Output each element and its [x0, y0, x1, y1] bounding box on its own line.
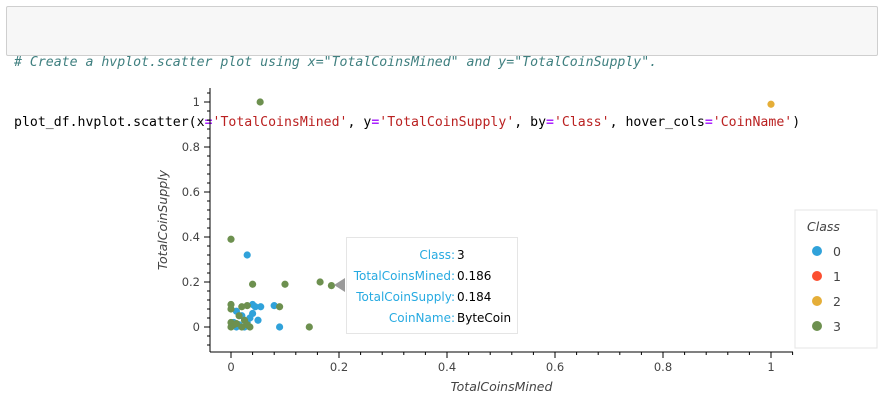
x-tick-label: 0.8 — [654, 360, 672, 374]
data-point-class-3[interactable] — [249, 280, 257, 288]
y-tick-label: 0.6 — [182, 185, 200, 199]
code-operator: = — [204, 115, 213, 130]
data-point-class-3[interactable] — [227, 235, 235, 243]
tooltip-key: CoinName: — [388, 311, 455, 325]
tooltip-value: 0.184 — [457, 290, 492, 304]
tooltip-row: CoinName: ByteCoin — [347, 308, 517, 329]
code-operator: = — [371, 115, 380, 130]
y-tick-label: 0.4 — [182, 230, 200, 244]
tooltip-key: TotalCoinsMined: — [353, 269, 455, 283]
code-operator: = — [546, 115, 554, 130]
legend-marker-0[interactable] — [812, 246, 822, 256]
tooltip-value: ByteCoin — [457, 311, 512, 325]
hover-tooltip: Class: 3 TotalCoinsMined: 0.186 TotalCoinS… — [346, 237, 518, 334]
x-tick-label: 1 — [767, 360, 774, 374]
data-point-class-0[interactable] — [251, 303, 259, 311]
chart-legend[interactable]: Class 0 1 2 3 — [794, 209, 878, 349]
legend-marker-1[interactable] — [812, 271, 822, 281]
legend-title: Class — [807, 219, 840, 234]
data-point-class-3[interactable] — [276, 303, 284, 311]
tooltip-key: TotalCoinSupply: — [356, 290, 455, 304]
y-tick-label: 0 — [193, 320, 200, 334]
data-point-class-2[interactable] — [767, 100, 775, 108]
y-tick-label: 1 — [193, 95, 200, 109]
code-cell[interactable]: # Create a hvplot.scatter plot using x="… — [6, 6, 878, 130]
tooltip-row: Class: 3 — [347, 245, 517, 266]
legend-label[interactable]: 0 — [833, 244, 841, 259]
data-point-class-0[interactable] — [254, 316, 262, 324]
legend-label[interactable]: 1 — [833, 269, 841, 284]
x-tick-label: 0.6 — [546, 360, 564, 374]
chart-axes: 0 0.2 0.4 0.6 0.8 1 0 0.2 0.4 0.6 0.8 1 — [182, 88, 794, 374]
data-point-class-3[interactable] — [316, 278, 324, 286]
x-tick-label: 0.2 — [330, 360, 348, 374]
y-axis-label: TotalCoinSupply — [155, 169, 170, 270]
data-point-class-0[interactable] — [243, 251, 251, 259]
data-point-class-3[interactable] — [243, 321, 251, 329]
code-token: plot_df.hvplot.scatter(x — [14, 115, 205, 130]
data-point-class-0[interactable] — [249, 309, 257, 318]
legend-label[interactable]: 3 — [833, 319, 841, 334]
code-string: 'TotalCoinSupply' — [379, 115, 515, 130]
chart-points[interactable] — [227, 98, 775, 331]
code-token: , y — [347, 115, 372, 130]
tooltip-pointer — [334, 278, 345, 292]
data-point-class-0[interactable] — [257, 303, 265, 311]
data-point-class-0[interactable] — [276, 323, 284, 331]
data-point-class-3[interactable] — [232, 320, 240, 328]
code-statement-line: plot_df.hvplot.scatter(x='TotalCoinsMine… — [14, 113, 877, 133]
data-point-class-3[interactable] — [238, 323, 246, 331]
tooltip-row: TotalCoinsMined: 0.186 — [347, 266, 517, 287]
legend-marker-3[interactable] — [812, 321, 822, 331]
tooltip-value: 3 — [457, 248, 465, 262]
code-token: , hover_cols — [609, 115, 705, 130]
data-point-class-3[interactable] — [243, 302, 251, 310]
tooltip-key: Class: — [419, 248, 455, 262]
data-point-class-3[interactable] — [305, 323, 313, 331]
data-point-class-3[interactable] — [256, 98, 264, 106]
y-tick-label: 0.2 — [182, 275, 200, 289]
x-tick-label: 0 — [227, 360, 234, 374]
code-comment: # Create a hvplot.scatter plot using x="… — [14, 55, 658, 70]
code-token: ) — [792, 115, 801, 130]
legend-marker-2[interactable] — [812, 296, 822, 306]
code-token: , by — [514, 115, 547, 130]
data-point-class-0[interactable] — [270, 302, 278, 310]
data-point-class-3[interactable] — [238, 303, 246, 311]
data-point-class-3[interactable] — [327, 282, 336, 290]
code-operator: = — [704, 115, 713, 130]
data-point-class-3[interactable] — [281, 280, 289, 288]
code-string: 'CoinName' — [712, 115, 793, 130]
legend-label[interactable]: 2 — [833, 294, 841, 309]
code-string: 'TotalCoinsMined' — [212, 115, 348, 130]
data-point-class-3[interactable] — [235, 312, 243, 320]
x-tick-label: 0.4 — [438, 360, 456, 374]
code-string: 'Class' — [553, 115, 610, 130]
data-point-class-3[interactable] — [227, 323, 235, 331]
y-tick-label: 0.8 — [182, 140, 200, 154]
legend-box — [794, 209, 878, 349]
tooltip-row: TotalCoinSupply: 0.184 — [347, 287, 517, 308]
tooltip-value: 0.186 — [457, 269, 492, 283]
data-point-class-3[interactable] — [227, 305, 235, 313]
x-axis-label: TotalCoinsMined — [451, 379, 553, 394]
code-comment-line: # Create a hvplot.scatter plot using x="… — [14, 53, 877, 73]
